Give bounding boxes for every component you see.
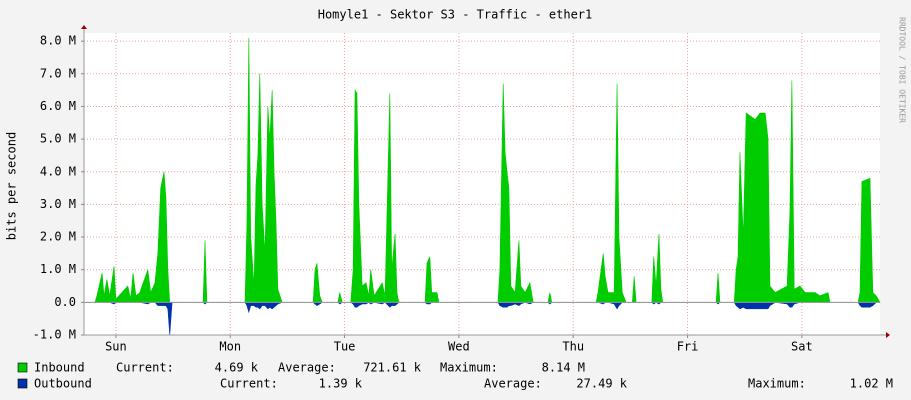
legend-stat-label: Current:: [116, 361, 174, 375]
x-axis-arrow: [886, 332, 890, 338]
x-tick-label: Wed: [448, 340, 470, 354]
legend-stat-label: Maximum:: [440, 361, 498, 375]
y-tick-label: 2.0 M: [40, 230, 76, 244]
y-tick-label: 4.0 M: [40, 164, 76, 178]
x-tick-label: Mon: [219, 340, 241, 354]
watermark: RRDTOOL / TOBI OETIKER: [898, 17, 907, 123]
legend-stat-label: Average:: [278, 361, 336, 375]
legend-stat-value: 1.39 k: [319, 377, 363, 391]
legend-stat-value: 721.61 k: [363, 361, 422, 375]
y-tick-label: 8.0 M: [40, 34, 76, 48]
y-tick-label: 0.0: [54, 295, 76, 309]
legend-stat-label: Average:: [484, 377, 542, 391]
x-tick-label: Fri: [677, 340, 699, 354]
x-tick-label: Sun: [105, 340, 127, 354]
y-tick-label: 7.0 M: [40, 66, 76, 80]
legend-stat-label: Current:: [220, 377, 278, 391]
legend-stat-value: 27.49 k: [576, 377, 627, 391]
y-tick-label: 3.0 M: [40, 197, 76, 211]
legend-stat-label: Maximum:: [748, 377, 806, 391]
x-tick-label: Thu: [562, 340, 584, 354]
y-tick-label: -1.0 M: [33, 328, 76, 342]
y-tick-label: 6.0 M: [40, 99, 76, 113]
legend-stat-value: 1.02 M: [850, 377, 893, 391]
y-axis-arrow: [81, 25, 87, 29]
x-tick-label: Sat: [791, 340, 813, 354]
legend-swatch: [17, 378, 28, 389]
legend-label: Outbound: [34, 377, 92, 391]
y-tick-label: 5.0 M: [40, 132, 76, 146]
legend-stat-value: 4.69 k: [215, 361, 259, 375]
legend-label: Inbound: [34, 361, 85, 375]
x-tick-label: Tue: [334, 340, 356, 354]
legend-swatch: [17, 362, 28, 373]
chart-title: Homyle1 - Sektor S3 - Traffic - ether1: [318, 8, 593, 22]
legend-stat-value: 8.14 M: [542, 361, 585, 375]
y-axis-label: bits per second: [5, 132, 19, 240]
y-tick-label: 1.0 M: [40, 262, 76, 276]
